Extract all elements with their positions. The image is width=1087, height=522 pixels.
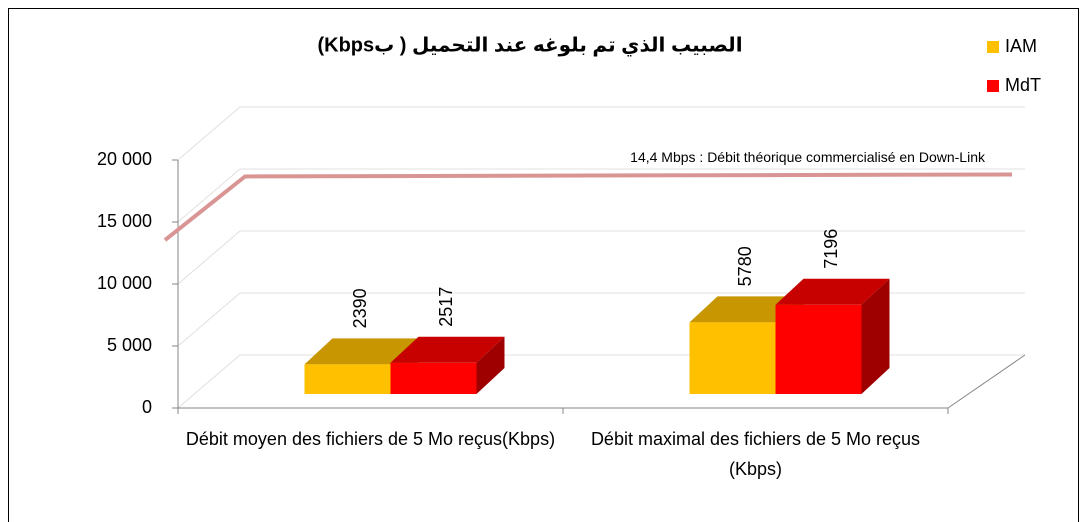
- bar-top: [775, 278, 890, 305]
- y-tick-label: 5 000: [107, 335, 152, 355]
- legend-swatch: [987, 41, 999, 53]
- x-tick-label-box: Débit maximal des fichiers de 5 Mo reçus…: [590, 429, 921, 479]
- legend-label: IAM: [1005, 36, 1037, 56]
- bar-top: [304, 338, 419, 365]
- x-tick-label: Débit moyen des fichiers de 5 Mo reçus(K…: [185, 429, 556, 449]
- bar-side: [861, 278, 890, 394]
- reference-line: [163, 172, 1013, 242]
- x-tick-label-box: Débit moyen des fichiers de 5 Mo reçus(K…: [185, 429, 556, 449]
- grid-line: [177, 292, 1025, 347]
- bar-side: [476, 336, 505, 394]
- legend-label: MdT: [1005, 75, 1041, 95]
- chart-title: الصبيب الذي تم بلوغه عند التحميل ( بKbps…: [317, 34, 742, 57]
- bar: [689, 322, 776, 394]
- y-tick-label: 20 000: [97, 149, 152, 169]
- bar: [390, 362, 477, 394]
- grid-line: [177, 168, 1025, 223]
- bar: [775, 304, 862, 394]
- y-tick-label: 10 000: [97, 273, 152, 293]
- legend-swatch: [987, 80, 999, 92]
- value-label: 5780: [735, 246, 755, 286]
- reference-label: 14,4 Mbps : Débit théorique commercialis…: [630, 149, 986, 165]
- value-label: 7196: [821, 229, 841, 269]
- value-label: 2390: [350, 288, 370, 328]
- grid-line: [177, 106, 1025, 161]
- bar-top: [689, 296, 804, 323]
- x-tick-label: Débit maximal des fichiers de 5 Mo reçus…: [590, 429, 921, 479]
- frame: [8, 8, 1079, 522]
- floor-edge: [947, 354, 1026, 409]
- y-tick-label: 0: [142, 397, 152, 417]
- grid-line: [177, 230, 1025, 285]
- bar: [304, 364, 391, 394]
- y-tick-label: 15 000: [97, 211, 152, 231]
- value-label: 2517: [436, 287, 456, 327]
- bar-top: [390, 336, 505, 363]
